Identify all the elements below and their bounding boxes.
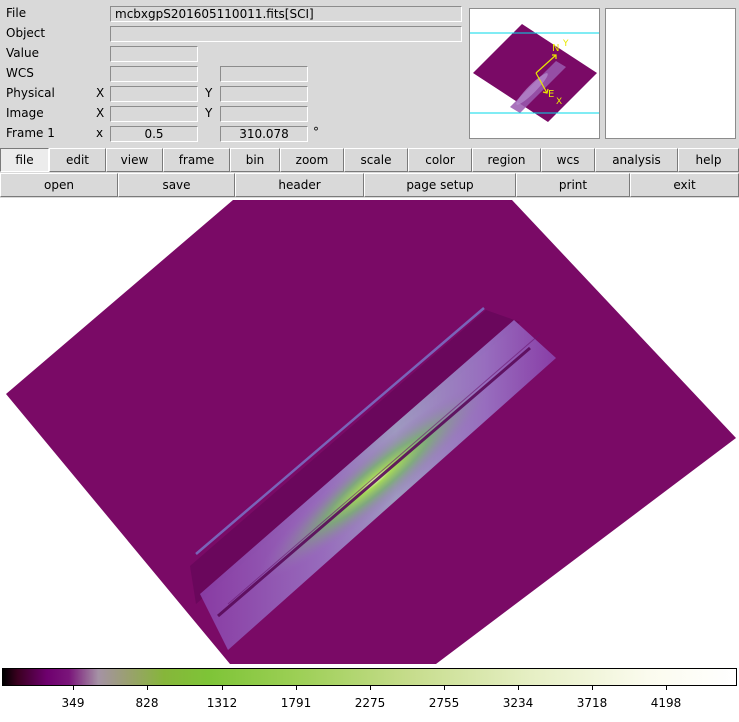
colorbar-tick-label: 3718 xyxy=(576,696,608,710)
colorbar-tick-mark xyxy=(147,686,148,690)
menu-wcs-button[interactable]: wcs xyxy=(541,148,595,172)
file-label: File xyxy=(6,6,27,20)
menu-edit-button[interactable]: edit xyxy=(49,148,106,172)
panner-y-label: Y xyxy=(563,39,569,49)
colorbar-gradient xyxy=(2,668,737,686)
colorbar-tick-mark xyxy=(592,686,593,690)
frame-label: Frame 1 xyxy=(6,126,55,140)
panner-view[interactable]: N Y E X xyxy=(469,8,600,139)
menu-region-button[interactable]: region xyxy=(472,148,541,172)
menu-bar: file edit view frame bin zoom scale colo… xyxy=(0,148,739,172)
button-bar: open save header page setup print exit xyxy=(0,173,739,197)
menu-color-button[interactable]: color xyxy=(408,148,472,172)
colorbar-tick-mark xyxy=(296,686,297,690)
panner-x-label: X xyxy=(556,97,563,107)
exit-button[interactable]: exit xyxy=(630,173,739,197)
east-label: E xyxy=(548,89,555,100)
physical-x-label: X xyxy=(96,86,105,100)
colorbar-tick-label: 3234 xyxy=(502,696,534,710)
colorbar-tick-mark xyxy=(518,686,519,690)
image-y-label: Y xyxy=(205,106,213,120)
physical-y-field xyxy=(220,86,308,102)
colorbar-tick-mark xyxy=(73,686,74,690)
print-button[interactable]: print xyxy=(516,173,630,197)
upper-spectrum-line xyxy=(195,307,485,555)
colorbar-tick-label: 1791 xyxy=(280,696,312,710)
wcs-field-1 xyxy=(110,66,198,82)
panner-thumbnail xyxy=(470,24,599,122)
frame-zoom-field: 0.5 xyxy=(110,126,198,142)
info-panel: File mcbxgpS201605110011.fits[SCI] Objec… xyxy=(0,0,739,146)
degree-symbol: ° xyxy=(313,125,319,139)
file-field: mcbxgpS201605110011.fits[SCI] xyxy=(110,6,462,22)
colorbar-tick-label: 349 xyxy=(61,696,85,710)
colorbar-tick-label: 2275 xyxy=(354,696,386,710)
frame-angle-field: 310.078 xyxy=(220,126,308,142)
colorbar-tick-mark xyxy=(444,686,445,690)
colorbar-tick-label: 4198 xyxy=(650,696,682,710)
physical-y-label: Y xyxy=(205,86,213,100)
image-label: Image xyxy=(6,106,44,120)
image-x-field xyxy=(110,106,198,122)
menu-zoom-button[interactable]: zoom xyxy=(280,148,344,172)
physical-label: Physical xyxy=(6,86,55,100)
menu-analysis-button[interactable]: analysis xyxy=(595,148,678,172)
physical-x-field xyxy=(110,86,198,102)
colorbar-tick-mark xyxy=(666,686,667,690)
wcs-field-2 xyxy=(220,66,308,82)
menu-view-button[interactable]: view xyxy=(106,148,163,172)
image-canvas[interactable] xyxy=(0,198,739,664)
colorbar-tick-mark xyxy=(370,686,371,690)
colorbar-tick-label: 828 xyxy=(135,696,159,710)
save-button[interactable]: save xyxy=(118,173,235,197)
slit-gap-line xyxy=(217,346,531,618)
colorbar-tick-label: 2755 xyxy=(428,696,460,710)
menu-frame-button[interactable]: frame xyxy=(163,148,230,172)
fits-image xyxy=(6,200,736,664)
object-field xyxy=(110,26,462,42)
open-button[interactable]: open xyxy=(0,173,118,197)
image-y-field xyxy=(220,106,308,122)
north-label: N xyxy=(552,43,560,54)
colorbar-tick-mark xyxy=(222,686,223,690)
header-button[interactable]: header xyxy=(235,173,364,197)
value-label: Value xyxy=(6,46,39,60)
frame-x-label: x xyxy=(96,126,104,140)
colorbar: 349 828 1312 1791 2275 2755 3234 3718 4198 xyxy=(0,664,739,722)
menu-file-button[interactable]: file xyxy=(0,148,49,172)
compass-icon xyxy=(535,54,557,94)
magnifier-view xyxy=(605,8,736,139)
page-setup-button[interactable]: page setup xyxy=(364,173,516,197)
value-field xyxy=(110,46,198,62)
menu-help-button[interactable]: help xyxy=(678,148,739,172)
object-label: Object xyxy=(6,26,46,40)
wcs-label: WCS xyxy=(6,66,34,80)
colorbar-tick-label: 1312 xyxy=(206,696,238,710)
image-x-label: X xyxy=(96,106,105,120)
menu-bin-button[interactable]: bin xyxy=(230,148,280,172)
menu-scale-button[interactable]: scale xyxy=(344,148,408,172)
